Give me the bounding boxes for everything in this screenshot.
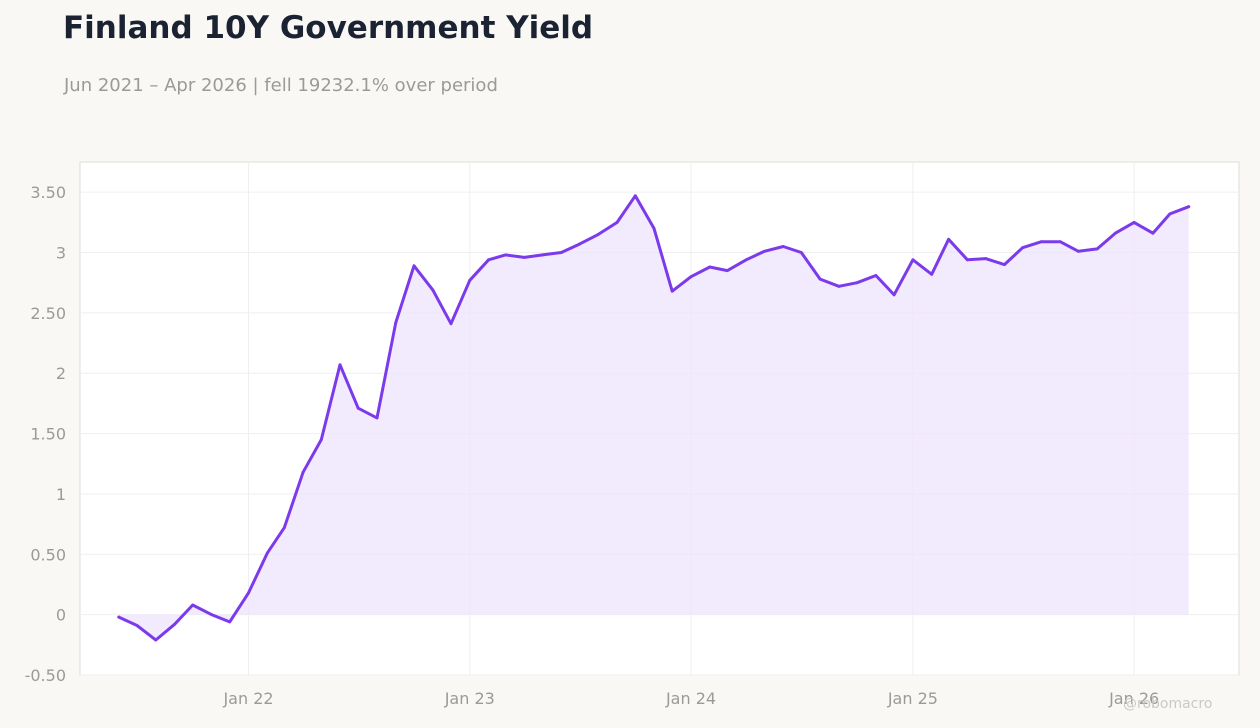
y-tick-label: 2.50 (30, 304, 66, 323)
data-point (1003, 263, 1006, 266)
data-point (541, 253, 544, 257)
x-tick-label: Jan 22 (222, 689, 273, 708)
data-point (874, 274, 878, 277)
data-point (1132, 220, 1136, 224)
data-point (282, 526, 286, 530)
y-axis-ticks: -0.50 0 0.50 1 1.50 2 2.50 3 3.50 (25, 183, 66, 685)
data-point (1076, 249, 1080, 253)
data-point (1113, 231, 1117, 235)
x-tick-label: Jan 25 (887, 689, 938, 708)
watermark: @robomacro (1123, 696, 1213, 712)
data-point (559, 251, 563, 254)
data-point (652, 226, 656, 230)
data-point (210, 613, 213, 617)
data-point (135, 624, 139, 627)
data-point (1095, 247, 1099, 251)
data-point (596, 233, 600, 236)
data-point (799, 251, 803, 254)
data-point (522, 255, 526, 259)
data-point (725, 269, 729, 273)
y-tick-label: 0 (56, 606, 66, 625)
data-point (173, 622, 176, 626)
data-point (615, 220, 619, 224)
data-point (708, 265, 712, 269)
data-point (504, 253, 507, 257)
data-point (1039, 240, 1043, 244)
data-point (1058, 240, 1062, 244)
data-point (855, 281, 859, 285)
data-point (1021, 246, 1024, 250)
data-point (375, 416, 379, 420)
data-point (154, 638, 158, 642)
data-point (394, 321, 398, 324)
data-point (744, 258, 748, 262)
data-point (1151, 231, 1155, 235)
yield-area-fill (118, 195, 1189, 641)
data-point (762, 249, 766, 253)
chart-title: Finland 10Y Government Yield (63, 10, 594, 46)
data-point (930, 272, 934, 276)
data-point (301, 470, 305, 474)
data-point (781, 245, 785, 248)
x-tick-label: Jan 24 (665, 689, 716, 708)
y-tick-label: 2 (56, 364, 66, 383)
data-point (633, 194, 637, 198)
y-tick-label: -0.50 (25, 666, 66, 685)
data-point (984, 257, 988, 260)
data-point (578, 242, 581, 246)
data-point (191, 603, 195, 607)
x-tick-label: Jan 26 (1108, 689, 1159, 708)
y-tick-label: 3 (56, 244, 66, 263)
data-point (228, 620, 232, 624)
x-tick-label: Jan 23 (444, 689, 495, 708)
x-axis-ticks: Jan 22 Jan 23 Jan 24 Jan 25 Jan 26 (222, 689, 1159, 708)
data-point (487, 258, 490, 262)
data-point (338, 363, 342, 367)
data-point (911, 258, 915, 262)
data-point (265, 551, 269, 555)
data-point (1187, 205, 1191, 209)
data-point (947, 237, 951, 241)
data-point (689, 275, 693, 279)
data-point (319, 438, 323, 442)
data-point (837, 284, 841, 288)
data-point (468, 278, 472, 282)
data-point (449, 322, 453, 326)
data-point (247, 591, 250, 595)
y-tick-label: 1 (56, 485, 66, 504)
data-point (356, 406, 360, 410)
y-tick-label: 3.50 (30, 183, 66, 202)
data-point (1168, 212, 1172, 216)
y-tick-label: 0.50 (30, 545, 66, 564)
data-point (966, 258, 969, 262)
data-points (117, 194, 1191, 642)
data-point (892, 293, 896, 297)
data-point (670, 289, 674, 293)
data-point (818, 277, 822, 281)
y-tick-label: 1.50 (30, 425, 66, 444)
data-point (412, 264, 416, 268)
data-point (117, 615, 121, 619)
chart-subtitle: Jun 2021 – Apr 2026 | fell 19232.1% over… (64, 75, 498, 96)
data-point (431, 288, 435, 292)
